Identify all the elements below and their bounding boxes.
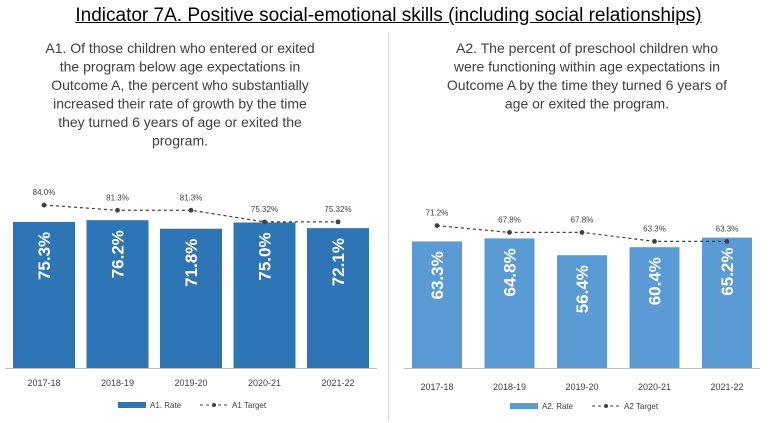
- a1-chart-title-line: they turned 6 years of age or exited the: [58, 114, 302, 130]
- a1-target-label: 84.0%: [33, 188, 56, 197]
- a2-x-tick-label: 2017-18: [420, 382, 453, 392]
- page-title: Indicator 7A. Positive social-emotional …: [75, 5, 702, 26]
- a1-chart-title-line: Outcome A, the percent who substantially: [51, 77, 309, 93]
- a1-bar: [86, 220, 149, 368]
- a2-bar: [484, 238, 535, 368]
- a1-target-label: 75.32%: [251, 205, 278, 214]
- a1-x-tick-label: 2017-18: [27, 378, 60, 388]
- a1-bar-value-label: 72.1%: [329, 238, 348, 286]
- a2-target-label: 63.3%: [643, 224, 666, 233]
- a2-target-point: [579, 230, 585, 235]
- a1-target-point: [262, 219, 267, 225]
- a1-legend-bar-swatch: [118, 402, 146, 408]
- a2-legend-target-label: A2 Target: [624, 402, 659, 411]
- a2-target-point: [507, 230, 512, 235]
- a1-bar: [160, 228, 222, 368]
- a2-x-tick-label: 2018-19: [493, 382, 526, 392]
- a2-bar-value-label: 65.2%: [718, 247, 737, 295]
- a2-target-label: 63.3%: [716, 224, 739, 233]
- a1-x-tick-label: 2019-20: [174, 378, 207, 388]
- a2-bar-value-label: 63.3%: [428, 251, 447, 299]
- a1-target-line: [43, 204, 338, 223]
- a2-bar: [412, 241, 462, 368]
- a1-target-label: 81.3%: [106, 193, 129, 202]
- a1-bar-value-label: 75.0%: [256, 232, 275, 280]
- a2-bar: [702, 237, 752, 368]
- a1-x-tick-label: 2020-21: [248, 378, 281, 388]
- a2-chart-title-line: Outcome A by the time they turned 6 year…: [447, 77, 727, 93]
- a1-target-point: [335, 219, 341, 225]
- a2-x-tick-label: 2020-21: [638, 382, 671, 392]
- a2-bar: [557, 255, 607, 368]
- a1-x-tick-label: 2021-22: [321, 378, 354, 388]
- a2-bar: [629, 247, 680, 368]
- a2-x-tick-label: 2021-22: [710, 382, 743, 392]
- a1-legend-target-label: A1 Target: [232, 401, 267, 410]
- a1-bar-value-label: 71.8%: [182, 239, 201, 287]
- a2-target-point: [652, 239, 657, 244]
- a2-target-point: [724, 239, 730, 244]
- a1-bar-value-label: 76.2%: [109, 230, 128, 278]
- a1-target-point: [188, 207, 194, 213]
- a2-target-label: 71.2%: [426, 209, 449, 218]
- a1-chart-title-line: program.: [152, 133, 208, 149]
- a1-target-label: 75.32%: [324, 205, 351, 214]
- a1-bar: [13, 221, 75, 368]
- a1-chart-title-line: the program below age expectations in: [60, 59, 300, 75]
- panel-divider: [388, 32, 389, 420]
- a2-x-tick-label: 2019-20: [565, 382, 598, 392]
- a2-target-point: [434, 223, 440, 229]
- a2-chart-title-line: were functioning within age expectations…: [453, 59, 720, 75]
- a1-legend-bar-label: A1. Rate: [150, 401, 182, 410]
- a2-chart-title-line: A2. The percent of preschool children wh…: [456, 40, 718, 56]
- a1-bar-value-label: 75.3%: [35, 232, 54, 280]
- a2-chart-title-line: age or exited the program.: [505, 96, 669, 112]
- a2-bar-value-label: 60.4%: [646, 257, 665, 305]
- a1-target-point: [41, 202, 47, 208]
- a1-legend-target-marker: [212, 403, 216, 407]
- a2-bar-value-label: 64.8%: [501, 248, 520, 296]
- a1-x-tick-label: 2018-19: [101, 378, 134, 388]
- a2-target-label: 67.8%: [498, 215, 521, 224]
- a2-legend-target-marker: [604, 404, 608, 408]
- a2-target-label: 67.8%: [571, 215, 594, 224]
- a1-bar: [307, 228, 369, 368]
- a2-bar-value-label: 56.4%: [573, 265, 592, 313]
- a1-chart-title-line: A1. Of those children who entered or exi…: [45, 40, 314, 56]
- a1-target-label: 81.3%: [180, 193, 203, 202]
- a1-bar: [233, 222, 296, 368]
- a2-legend-bar-swatch: [510, 403, 538, 409]
- a1-target-point: [115, 207, 120, 213]
- a2-legend-bar-label: A2. Rate: [542, 402, 574, 411]
- a1-chart-title-line: increased their rate of growth by the ti…: [53, 96, 307, 112]
